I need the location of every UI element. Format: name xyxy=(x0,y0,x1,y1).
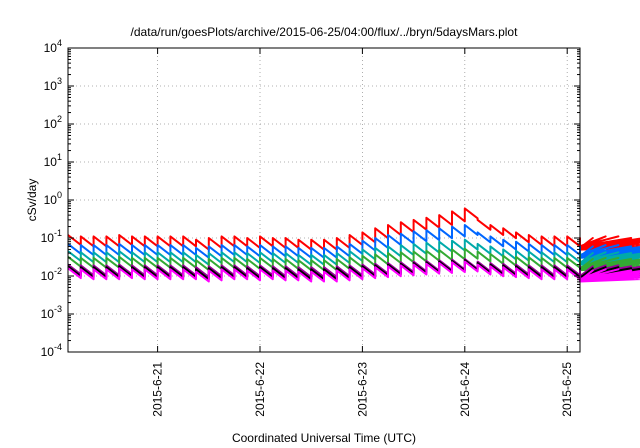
series-line-7 xyxy=(67,260,640,283)
y-tick-label: 10-1 xyxy=(41,228,62,245)
series-layer xyxy=(67,207,640,283)
plot-frame xyxy=(67,47,581,353)
y-tick-label: 10-3 xyxy=(41,304,62,321)
y-tick-base: 10 xyxy=(41,269,55,283)
grid xyxy=(68,48,580,352)
y-tick-base: 10 xyxy=(41,345,55,359)
y-tick-exponent: -1 xyxy=(54,228,62,238)
y-tick-base: 10 xyxy=(41,231,55,245)
chart-title: /data/run/goesPlots/archive/2015-06-25/0… xyxy=(131,25,519,39)
y-tick-base: 10 xyxy=(44,193,58,207)
y-tick-exponent: 3 xyxy=(57,76,62,86)
x-tick-label: 2015-6-21 xyxy=(151,362,165,417)
y-tick-label: 10-2 xyxy=(41,266,62,283)
x-tick-label: 2015-6-25 xyxy=(560,362,574,417)
y-tick-label: 104 xyxy=(44,38,62,55)
y-tick-base: 10 xyxy=(41,307,55,321)
y-tick-exponent: 0 xyxy=(57,190,62,200)
ticks: 10-410-310-210-11001011021031042015-6-21… xyxy=(41,38,580,417)
y-tick-exponent: 1 xyxy=(57,152,62,162)
y-axis-label: cSv/day xyxy=(25,179,39,222)
y-tick-exponent: -2 xyxy=(54,266,62,276)
y-tick-exponent: 4 xyxy=(57,38,62,48)
y-tick-exponent: -3 xyxy=(54,304,62,314)
y-tick-label: 100 xyxy=(44,190,62,207)
x-tick-label: 2015-6-22 xyxy=(253,362,267,417)
y-tick-base: 10 xyxy=(44,41,58,55)
y-tick-exponent: 2 xyxy=(57,114,62,124)
y-tick-exponent: -4 xyxy=(54,342,62,352)
x-tick-label: 2015-6-23 xyxy=(355,362,369,417)
x-axis-label: Coordinated Universal Time (UTC) xyxy=(232,431,416,445)
y-tick-label: 10-4 xyxy=(41,342,62,359)
y-tick-label: 101 xyxy=(44,152,62,169)
y-tick-base: 10 xyxy=(44,155,58,169)
x-tick-label: 2015-6-24 xyxy=(458,362,472,417)
y-tick-base: 10 xyxy=(44,117,58,131)
y-tick-base: 10 xyxy=(44,79,58,93)
y-tick-label: 102 xyxy=(44,114,62,131)
y-tick-label: 103 xyxy=(44,76,62,93)
series-line-1 xyxy=(67,207,640,251)
